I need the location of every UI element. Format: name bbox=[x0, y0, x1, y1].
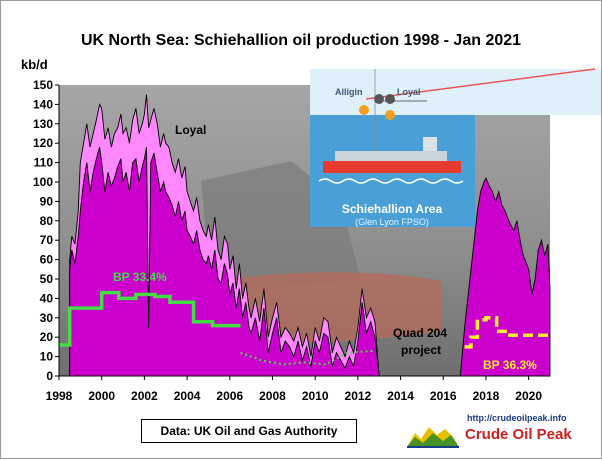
x-tick-label: 2008 bbox=[259, 389, 286, 403]
logo-url: http://crudeoilpeak.info bbox=[467, 413, 567, 423]
logo: http://crudeoilpeak.info Crude Oil Peak bbox=[405, 413, 595, 453]
series-layer bbox=[59, 94, 551, 377]
y-tick-label: 10 bbox=[40, 350, 54, 364]
y-tick-label: 60 bbox=[40, 253, 54, 267]
y-tick-label: 140 bbox=[33, 97, 53, 111]
inset-fpso-tower bbox=[423, 137, 437, 151]
logo-mark-icon bbox=[407, 427, 459, 448]
x-tick-label: 2014 bbox=[387, 389, 414, 403]
inset-fpso-deck bbox=[335, 151, 447, 161]
x-tick-label: 2006 bbox=[216, 389, 243, 403]
series-line-bp-early bbox=[59, 290, 241, 347]
annotation-project: project bbox=[401, 343, 441, 357]
y-tick-label: 100 bbox=[33, 175, 53, 189]
y-axis-unit: kb/d bbox=[21, 57, 48, 72]
x-tick-label: 2010 bbox=[302, 389, 329, 403]
inset-label-loyal: Loyal bbox=[397, 87, 421, 97]
x-tick-label: 2016 bbox=[430, 389, 457, 403]
inset-well-2 bbox=[385, 110, 395, 120]
y-tick-label: 130 bbox=[33, 117, 53, 131]
axes: 0 10 20 30 40 50 60 70 80 90 100 110 120 130 140 150 199… bbox=[33, 78, 550, 403]
y-tick-label: 50 bbox=[40, 272, 54, 286]
y-tick-label: 80 bbox=[40, 214, 54, 228]
y-tick-label: 30 bbox=[40, 311, 54, 325]
x-tick-label: 2004 bbox=[174, 389, 201, 403]
inset-map: Alligin Loyal Schiehallion Area(Glen Lyon … bbox=[310, 68, 601, 227]
x-tick-label: 2012 bbox=[345, 389, 372, 403]
x-tick-label: 1998 bbox=[46, 389, 73, 403]
inset-label-area: Schiehallion Area bbox=[342, 202, 443, 216]
inset-field-alligin bbox=[374, 94, 384, 104]
inset-field-loyal bbox=[385, 94, 395, 104]
x-tick-label: 2018 bbox=[473, 389, 500, 403]
y-tick-label: 120 bbox=[33, 136, 53, 150]
chart-title: UK North Sea: Schiehallion oil productio… bbox=[81, 32, 521, 49]
inset-wave bbox=[318, 178, 464, 184]
y-tick-label: 70 bbox=[40, 233, 54, 247]
series-area-schiehallion bbox=[69, 146, 380, 377]
annotation-bp-late: BP 36.3% bbox=[483, 358, 537, 372]
x-tick-label: 2020 bbox=[515, 389, 542, 403]
annotation-quad204: Quad 204 bbox=[393, 326, 447, 340]
y-tick-label: 150 bbox=[33, 78, 53, 92]
y-tick-label: 110 bbox=[34, 156, 54, 170]
inset-label-fpso: (Glen Lyon FPSO) bbox=[355, 217, 429, 227]
inset-fpso-hull bbox=[323, 161, 461, 173]
y-tick-label: 40 bbox=[40, 291, 54, 305]
y-tick-label: 90 bbox=[40, 194, 54, 208]
inset-label-alligin: Alligin bbox=[335, 87, 363, 97]
y-tick-label: 0 bbox=[46, 369, 53, 383]
annotation-loyal: Loyal bbox=[175, 123, 206, 137]
series-area-quad204 bbox=[459, 177, 551, 377]
annotation-bp-early: BP 33.4% bbox=[113, 270, 167, 284]
series-line-bp-early-dotted bbox=[240, 349, 375, 366]
logo-name: Crude Oil Peak bbox=[465, 426, 572, 443]
inset-well-1 bbox=[359, 105, 369, 115]
x-tick-label: 2000 bbox=[88, 389, 115, 403]
inset-sky bbox=[310, 69, 475, 115]
y-tick-label: 20 bbox=[40, 330, 54, 344]
source-label: Data: UK Oil and Gas Authority bbox=[141, 419, 357, 443]
x-tick-label: 2002 bbox=[131, 389, 158, 403]
series-line-bp-late bbox=[464, 316, 550, 349]
inset-route-line bbox=[365, 68, 596, 100]
